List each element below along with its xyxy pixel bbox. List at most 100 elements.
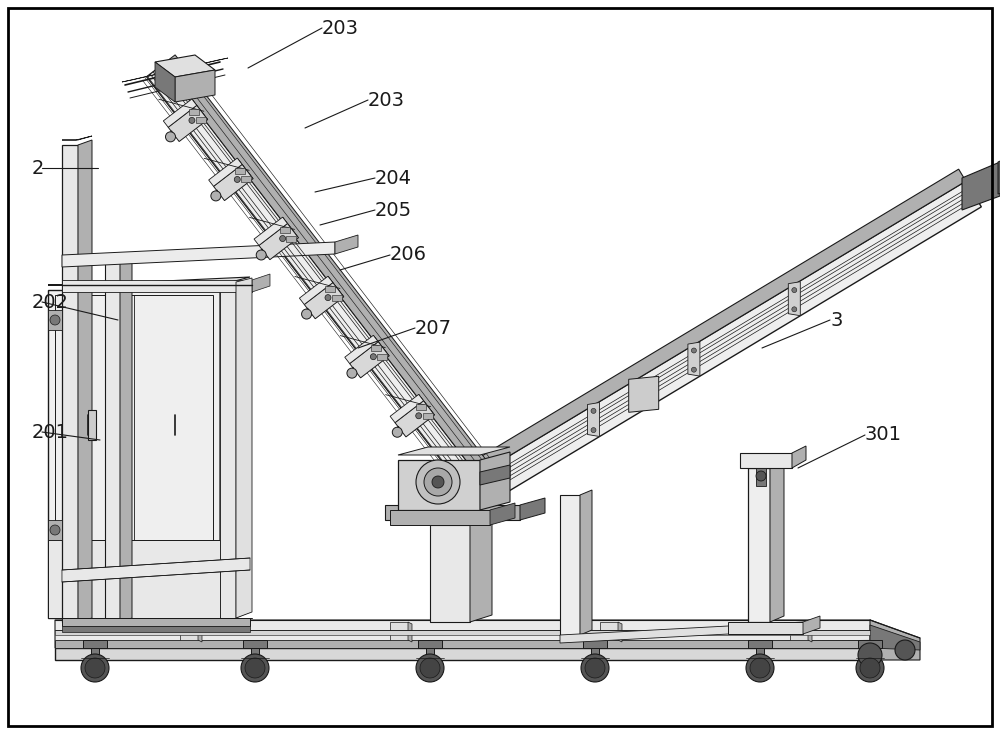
Text: 2: 2 (32, 159, 44, 178)
Polygon shape (252, 274, 270, 292)
Polygon shape (580, 490, 592, 635)
Polygon shape (325, 286, 335, 292)
Polygon shape (48, 310, 62, 330)
Polygon shape (105, 260, 120, 622)
Polygon shape (48, 540, 220, 618)
Circle shape (165, 132, 175, 142)
Circle shape (241, 654, 269, 682)
Circle shape (81, 654, 109, 682)
Polygon shape (395, 401, 435, 437)
Bar (756, 648, 764, 660)
Polygon shape (147, 65, 486, 499)
Polygon shape (283, 217, 298, 238)
Polygon shape (870, 620, 920, 660)
Text: 206: 206 (390, 245, 427, 264)
Polygon shape (345, 335, 378, 363)
Circle shape (860, 658, 880, 678)
Text: 204: 204 (375, 169, 412, 187)
Polygon shape (120, 256, 132, 622)
Polygon shape (189, 109, 199, 115)
Polygon shape (209, 158, 242, 186)
Polygon shape (419, 394, 435, 415)
Polygon shape (280, 227, 290, 233)
Polygon shape (237, 158, 253, 178)
Polygon shape (423, 413, 433, 419)
Polygon shape (328, 276, 344, 297)
Polygon shape (48, 277, 250, 285)
Polygon shape (335, 235, 358, 254)
Polygon shape (390, 394, 424, 423)
Polygon shape (398, 460, 480, 510)
Polygon shape (430, 513, 492, 520)
Polygon shape (88, 410, 96, 440)
Polygon shape (62, 626, 250, 632)
Polygon shape (55, 640, 870, 648)
Circle shape (591, 428, 596, 432)
Bar (91, 648, 99, 660)
Text: 301: 301 (865, 426, 902, 445)
Polygon shape (55, 295, 213, 540)
Polygon shape (457, 169, 966, 483)
Circle shape (792, 307, 797, 312)
Polygon shape (62, 242, 335, 267)
Circle shape (85, 658, 105, 678)
Circle shape (392, 427, 402, 437)
Polygon shape (78, 140, 92, 622)
Bar (591, 648, 599, 660)
Polygon shape (808, 622, 812, 642)
Polygon shape (560, 622, 803, 643)
Polygon shape (418, 640, 442, 648)
Text: 203: 203 (322, 18, 359, 37)
Polygon shape (259, 223, 298, 260)
Polygon shape (480, 465, 510, 485)
Circle shape (325, 294, 331, 301)
Polygon shape (299, 276, 333, 305)
Polygon shape (62, 280, 252, 292)
Polygon shape (243, 640, 267, 648)
Polygon shape (792, 446, 806, 468)
Circle shape (347, 368, 357, 378)
Polygon shape (560, 495, 580, 635)
Polygon shape (168, 105, 208, 142)
Polygon shape (748, 640, 772, 648)
Polygon shape (236, 278, 252, 618)
Circle shape (585, 658, 605, 678)
Circle shape (256, 250, 266, 260)
Circle shape (856, 654, 884, 682)
Bar (426, 648, 434, 660)
Circle shape (189, 117, 195, 123)
Polygon shape (62, 136, 92, 140)
Circle shape (245, 658, 265, 678)
Polygon shape (470, 518, 492, 622)
Polygon shape (162, 55, 499, 487)
Polygon shape (520, 498, 545, 520)
Polygon shape (83, 640, 107, 648)
Circle shape (756, 471, 766, 481)
Polygon shape (416, 404, 426, 410)
Polygon shape (196, 117, 206, 123)
Polygon shape (286, 236, 296, 241)
Circle shape (416, 654, 444, 682)
Circle shape (50, 525, 60, 535)
Polygon shape (464, 181, 981, 509)
Polygon shape (377, 354, 387, 360)
Polygon shape (220, 282, 250, 618)
Bar (251, 648, 259, 660)
Polygon shape (55, 648, 870, 660)
Polygon shape (350, 341, 389, 378)
Polygon shape (236, 279, 250, 618)
Text: 205: 205 (375, 200, 412, 219)
Polygon shape (373, 335, 389, 356)
Bar (756, 468, 766, 486)
Circle shape (691, 348, 696, 353)
Polygon shape (870, 625, 920, 650)
Polygon shape (304, 283, 344, 319)
Circle shape (691, 367, 696, 372)
Text: 207: 207 (415, 319, 452, 338)
Circle shape (746, 654, 774, 682)
Polygon shape (629, 377, 659, 413)
Circle shape (234, 176, 240, 183)
Polygon shape (163, 99, 197, 127)
Circle shape (370, 354, 376, 360)
Polygon shape (48, 520, 62, 540)
